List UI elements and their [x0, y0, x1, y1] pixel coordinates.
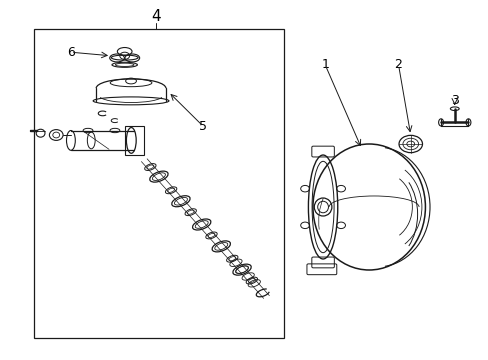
Text: 1: 1	[321, 58, 328, 71]
Text: 4: 4	[151, 9, 161, 24]
Bar	[125, 126, 143, 155]
Text: 5: 5	[199, 120, 206, 132]
Text: 2: 2	[394, 58, 402, 71]
Bar	[34, 29, 283, 338]
Text: 6: 6	[67, 46, 75, 59]
Text: 3: 3	[450, 94, 458, 107]
